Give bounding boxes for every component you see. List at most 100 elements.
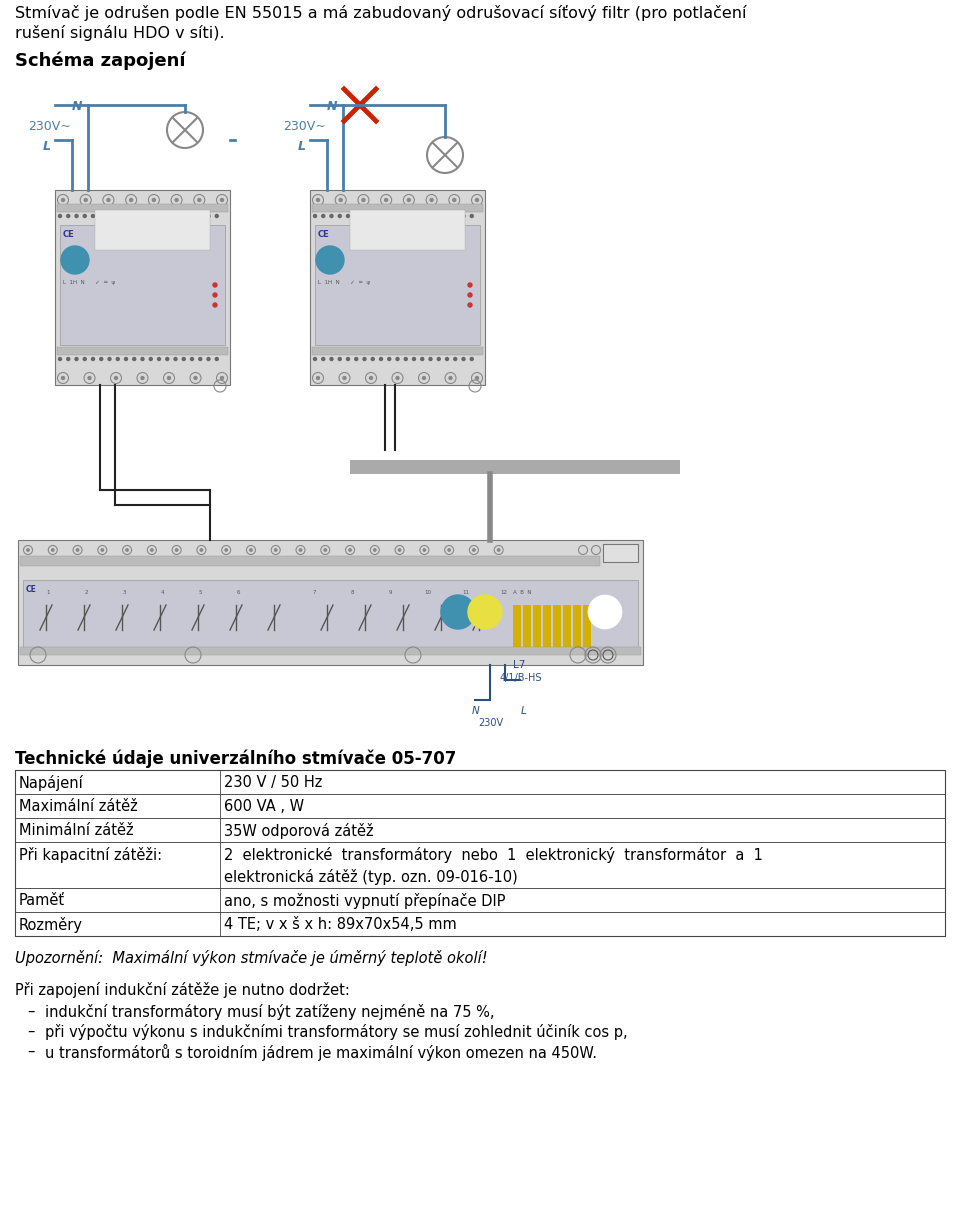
Circle shape xyxy=(317,199,320,202)
Text: 2: 2 xyxy=(84,590,87,595)
Circle shape xyxy=(84,215,86,218)
Text: 2  elektronické  transformátory  nebo  1  elektronický  transformátor  a  1: 2 elektronické transformátory nebo 1 ele… xyxy=(224,847,763,863)
Circle shape xyxy=(77,549,79,551)
Circle shape xyxy=(101,549,104,551)
Text: 35W odporová zátěž: 35W odporová zátěž xyxy=(224,823,373,839)
Circle shape xyxy=(373,549,376,551)
Circle shape xyxy=(314,215,317,218)
Text: Napájení: Napájení xyxy=(19,775,84,791)
Text: 230V~: 230V~ xyxy=(28,120,71,133)
Text: –: – xyxy=(27,1024,35,1039)
Circle shape xyxy=(420,358,423,360)
Text: 4 TE; v x š x h: 89x70x54,5 mm: 4 TE; v x š x h: 89x70x54,5 mm xyxy=(224,917,457,932)
Text: Stmívač je odrušen podle EN 55015 a má zabudovaný odrušovací síťový filtr (pro p: Stmívač je odrušen podle EN 55015 a má z… xyxy=(15,5,747,21)
Text: Paměť: Paměť xyxy=(19,893,65,908)
Circle shape xyxy=(61,246,89,274)
Text: 7: 7 xyxy=(312,590,316,595)
Text: 8: 8 xyxy=(350,590,353,595)
Bar xyxy=(15,819,945,842)
Text: ano, s možnosti vypnutí přepínače DIP: ano, s možnosti vypnutí přepínače DIP xyxy=(224,893,506,909)
Bar xyxy=(15,771,945,794)
Circle shape xyxy=(497,549,500,551)
Bar xyxy=(523,605,531,650)
Text: L  1H  N      ✓  ≈  ψ: L 1H N ✓ ≈ ψ xyxy=(318,280,371,285)
Circle shape xyxy=(388,358,391,360)
Bar xyxy=(312,347,483,355)
Circle shape xyxy=(215,215,218,218)
Text: 230V: 230V xyxy=(478,718,503,728)
Bar xyxy=(15,912,945,936)
Text: CE: CE xyxy=(63,230,75,238)
Circle shape xyxy=(445,358,448,360)
Circle shape xyxy=(190,215,194,218)
Circle shape xyxy=(91,358,94,360)
Circle shape xyxy=(413,358,416,360)
Circle shape xyxy=(372,215,374,218)
Circle shape xyxy=(174,215,177,218)
Text: Upozornění:  Maximální výkon stmívače je úměrný teplotě okolí!: Upozornění: Maximální výkon stmívače je … xyxy=(15,950,488,966)
Circle shape xyxy=(213,304,217,307)
Circle shape xyxy=(221,199,224,202)
Circle shape xyxy=(468,293,472,297)
Circle shape xyxy=(441,595,475,629)
Circle shape xyxy=(167,376,171,380)
Circle shape xyxy=(213,293,217,297)
Bar xyxy=(350,210,465,249)
Bar xyxy=(573,605,581,650)
Circle shape xyxy=(59,215,61,218)
Bar xyxy=(15,794,945,819)
Bar xyxy=(15,842,945,889)
Circle shape xyxy=(91,215,94,218)
Circle shape xyxy=(324,549,326,551)
Text: L: L xyxy=(521,705,527,717)
Text: při výpočtu výkonu s indukčními transformátory se musí zohlednit účiník cos p,: při výpočtu výkonu s indukčními transfor… xyxy=(45,1024,628,1040)
Text: 5: 5 xyxy=(199,590,202,595)
Text: select: select xyxy=(448,610,468,614)
Circle shape xyxy=(199,215,202,218)
Circle shape xyxy=(429,358,432,360)
Circle shape xyxy=(449,376,452,380)
Circle shape xyxy=(141,376,144,380)
Circle shape xyxy=(198,199,201,202)
Text: 3: 3 xyxy=(122,590,126,595)
Circle shape xyxy=(470,215,473,218)
Circle shape xyxy=(88,376,91,380)
Circle shape xyxy=(213,283,217,288)
Text: 10: 10 xyxy=(424,590,431,595)
Circle shape xyxy=(215,358,218,360)
Circle shape xyxy=(348,549,351,551)
Circle shape xyxy=(61,376,64,380)
Bar xyxy=(57,204,228,211)
Text: L7: L7 xyxy=(513,660,525,670)
Text: indukční transformátory musí být zatíženy nejméně na 75 %,: indukční transformátory musí být zatížen… xyxy=(45,1004,494,1020)
Circle shape xyxy=(445,215,448,218)
Bar xyxy=(95,210,210,249)
Circle shape xyxy=(275,549,276,551)
Bar xyxy=(543,605,551,650)
Bar xyxy=(20,646,641,655)
Circle shape xyxy=(343,376,346,380)
Circle shape xyxy=(61,199,64,202)
Circle shape xyxy=(116,358,119,360)
Circle shape xyxy=(126,549,129,551)
Circle shape xyxy=(423,549,425,551)
Circle shape xyxy=(166,358,169,360)
Text: mode: mode xyxy=(476,610,494,614)
Bar xyxy=(55,190,230,385)
Circle shape xyxy=(201,549,203,551)
Bar xyxy=(583,605,591,650)
Text: Při zapojení indukční zátěže je nutno dodržet:: Při zapojení indukční zátěže je nutno do… xyxy=(15,982,349,998)
Circle shape xyxy=(330,215,333,218)
Circle shape xyxy=(462,215,465,218)
Circle shape xyxy=(462,358,465,360)
Text: CE: CE xyxy=(318,230,329,238)
Circle shape xyxy=(339,199,342,202)
Bar xyxy=(18,540,643,665)
Circle shape xyxy=(468,283,472,288)
Circle shape xyxy=(413,215,416,218)
Circle shape xyxy=(407,199,410,202)
Bar xyxy=(513,605,521,650)
Bar xyxy=(312,204,483,211)
Text: A  B  N: A B N xyxy=(513,590,532,595)
Circle shape xyxy=(125,358,128,360)
